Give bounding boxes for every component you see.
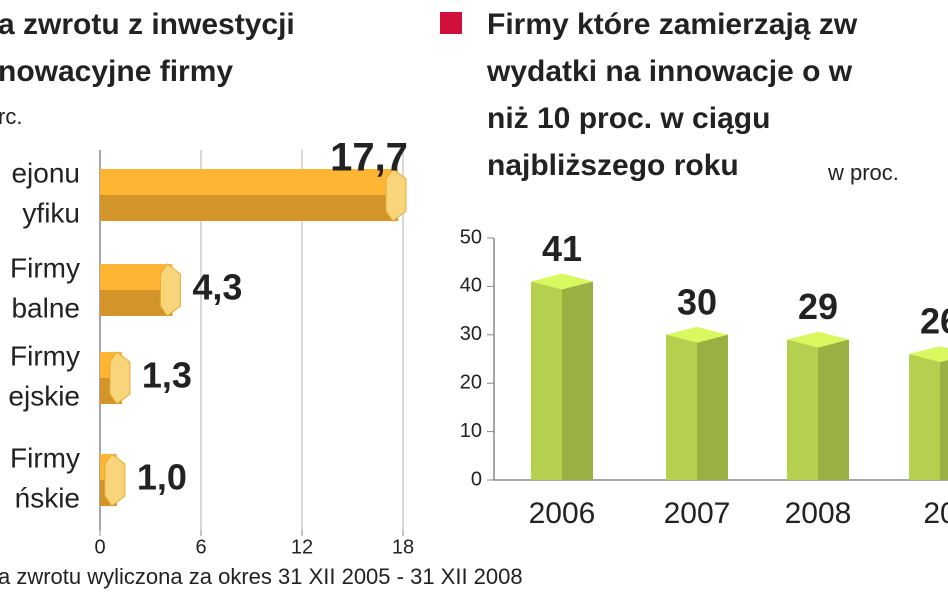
category-label: yfiku — [22, 197, 80, 228]
right-title: Firmy które zamierzają zw — [487, 8, 858, 41]
bar-top — [787, 331, 849, 348]
left-title: a zwrotu z inwestycji — [0, 8, 295, 41]
legend-swatch — [440, 12, 462, 34]
bar-top — [666, 326, 728, 343]
bar-cap — [159, 263, 181, 317]
value-label: 1,0 — [137, 457, 187, 498]
value-label: 41 — [542, 228, 582, 269]
bar-top — [909, 346, 948, 363]
left-title: nowacyjne firmy — [0, 55, 233, 88]
value-label: 26 — [920, 301, 948, 342]
unit-label: w proc. — [827, 160, 899, 185]
bar — [909, 354, 940, 480]
bar-lower — [100, 195, 398, 221]
right-title: wydatki na innowacje o w — [486, 55, 853, 88]
bar-side — [697, 334, 728, 480]
bar-cap — [385, 168, 407, 222]
left-subtitle: rc. — [0, 104, 22, 129]
bar-side — [562, 281, 593, 480]
x-tick-label: 2007 — [664, 497, 731, 530]
x-tick-label: 0 — [94, 536, 105, 558]
y-tick-label: 10 — [460, 420, 482, 442]
y-tick-label: 40 — [460, 275, 482, 297]
category-label: Firmy — [10, 442, 80, 473]
category-label: Firmy — [10, 252, 80, 283]
x-tick-label: 12 — [291, 536, 313, 558]
bar — [100, 169, 398, 195]
x-tick-label: 2006 — [529, 497, 596, 530]
y-tick-label: 0 — [471, 468, 482, 490]
value-label: 4,3 — [192, 267, 242, 308]
bar-side — [940, 354, 948, 480]
category-label: ejskie — [8, 380, 80, 411]
category-label: balne — [11, 292, 80, 323]
footnote: a zwrotu wyliczona za okres 31 XII 2005 … — [0, 564, 523, 589]
right-title: niż 10 proc. w ciągu — [487, 102, 770, 135]
category-label: ńskie — [15, 482, 80, 513]
value-label: 29 — [798, 286, 838, 327]
x-tick-label: 6 — [195, 536, 206, 558]
bar — [531, 281, 562, 480]
y-tick-label: 50 — [460, 226, 482, 248]
bar — [666, 334, 697, 480]
bar-cap — [104, 453, 126, 507]
y-tick-label: 30 — [460, 323, 482, 345]
bar-cap — [109, 351, 131, 405]
value-label: 17,7 — [330, 136, 408, 180]
bar — [787, 339, 818, 480]
y-tick-label: 20 — [460, 371, 482, 393]
x-tick-label: 18 — [392, 536, 414, 558]
bar-top — [531, 273, 593, 290]
value-label: 30 — [677, 281, 717, 322]
value-label: 1,3 — [142, 355, 192, 396]
right-title: najbliższego roku — [487, 149, 739, 182]
category-label: ejonu — [11, 157, 80, 188]
x-tick-label: 2008 — [785, 497, 852, 530]
x-tick-label: 20 — [923, 497, 948, 530]
category-label: Firmy — [10, 340, 80, 371]
bar-side — [818, 339, 849, 480]
